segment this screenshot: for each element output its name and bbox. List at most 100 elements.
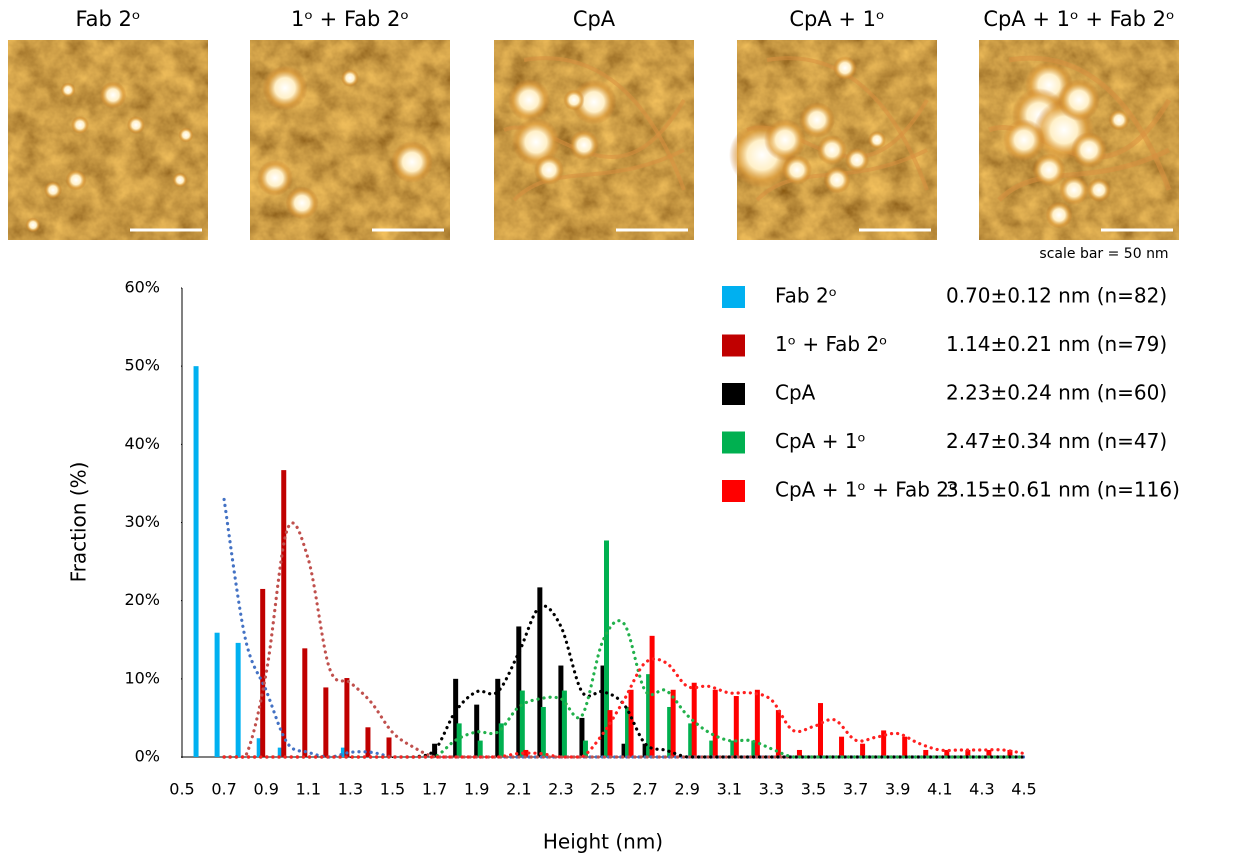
bar xyxy=(582,740,588,757)
afm-strand xyxy=(512,148,685,202)
x-tick-label: 4.5 xyxy=(1011,780,1036,799)
trendline xyxy=(222,521,1026,759)
legend-label: CpA + 1ᵒ xyxy=(775,429,866,453)
afm-particle xyxy=(99,81,127,109)
bar xyxy=(1007,749,1013,757)
afm-strand xyxy=(1008,55,1172,191)
bar xyxy=(495,678,501,757)
x-tick-label: 0.5 xyxy=(169,780,194,799)
x-tick-label: 2.1 xyxy=(506,780,531,799)
bar xyxy=(628,689,634,757)
afm-particle xyxy=(71,116,89,134)
bar xyxy=(796,749,802,757)
scale-note: scale bar = 50 nm xyxy=(1039,246,1168,262)
x-tick-label: 3.5 xyxy=(801,780,826,799)
afm-particle xyxy=(127,116,145,134)
legend-label: CpA + 1ᵒ + Fab 2ᵒ xyxy=(775,478,957,502)
afm-particle xyxy=(25,217,41,233)
bar xyxy=(600,665,606,757)
x-tick-label: 1.5 xyxy=(380,780,405,799)
bar xyxy=(881,730,887,757)
bar xyxy=(214,632,220,757)
x-tick-label: 2.7 xyxy=(632,780,657,799)
bar xyxy=(733,696,739,757)
bar xyxy=(839,736,845,757)
afm-particle xyxy=(845,148,869,172)
plot-area: 0% 10% 20% 30% 40% 50% 60% 0.5 0.7 0.9 1.1 1.3 1.5 1.… xyxy=(124,278,1179,799)
x-tick-label: 1.3 xyxy=(338,780,363,799)
afm-particle xyxy=(44,181,62,199)
x-tick-label: 0.9 xyxy=(253,780,278,799)
y-tick-label: 0% xyxy=(135,747,160,766)
bar xyxy=(642,743,648,757)
x-tick-label: 2.5 xyxy=(590,780,615,799)
bar xyxy=(688,723,694,757)
bar xyxy=(965,749,971,757)
x-tick-label: 0.7 xyxy=(211,780,236,799)
bar xyxy=(751,740,757,757)
bar xyxy=(260,588,266,757)
afm-particle xyxy=(868,131,886,149)
afm-particle xyxy=(1045,201,1073,229)
bar xyxy=(474,704,480,757)
legend-stats: 3.15±0.61 nm (n=116) xyxy=(946,478,1180,502)
afm-particle xyxy=(512,118,560,166)
bar xyxy=(453,678,459,757)
bar xyxy=(667,706,673,757)
bar xyxy=(625,706,631,757)
afm-particle xyxy=(285,186,319,220)
legend-swatch xyxy=(722,480,745,502)
afm-particle xyxy=(60,82,76,98)
bar xyxy=(456,723,462,757)
bar xyxy=(498,723,504,757)
afm-particle xyxy=(391,141,433,183)
afm-strand xyxy=(997,147,1171,202)
x-tick-label: 1.9 xyxy=(464,780,489,799)
bar xyxy=(902,736,908,757)
afm-particle xyxy=(508,79,550,121)
image-title: CpA xyxy=(573,7,616,31)
bar xyxy=(540,706,546,757)
legend-swatch xyxy=(722,286,745,308)
bar xyxy=(344,678,350,757)
afm-particle xyxy=(257,160,293,196)
x-tick-label: 3.3 xyxy=(759,780,784,799)
legend-label: CpA xyxy=(775,381,816,405)
afm-strand xyxy=(523,56,686,191)
legend-label: 1ᵒ + Fab 2ᵒ xyxy=(775,332,887,356)
bar xyxy=(775,710,781,757)
bar xyxy=(607,710,613,757)
afm-images: Fab 2ᵒ 1ᵒ + Fab 2ᵒ CpA CpA + 1ᵒ CpA + 1ᵒ + F… xyxy=(8,7,1179,240)
bar xyxy=(523,749,529,757)
afm-particle xyxy=(65,169,87,191)
afm-particle xyxy=(534,155,564,185)
x-tick-label: 4.1 xyxy=(927,780,952,799)
bar xyxy=(365,727,371,757)
bar xyxy=(277,747,283,757)
trendline xyxy=(222,497,1026,759)
bar xyxy=(386,737,392,757)
afm-particle xyxy=(782,155,812,185)
image-title: CpA + 1ᵒ + Fab 2ᵒ xyxy=(983,7,1174,31)
x-tick-label: 2.3 xyxy=(548,780,573,799)
y-tick-label: 40% xyxy=(124,434,160,453)
afm-particle xyxy=(1058,79,1100,121)
x-tick-label: 4.3 xyxy=(969,780,994,799)
bar xyxy=(558,665,564,757)
bar xyxy=(621,743,627,757)
bar xyxy=(235,642,241,757)
legend-swatch xyxy=(722,334,745,357)
y-axis-label: Fraction (%) xyxy=(67,462,91,583)
legend-stats: 1.14±0.21 nm (n=79) xyxy=(946,332,1167,356)
afm-particle xyxy=(341,69,359,87)
x-tick-label: 3.7 xyxy=(843,780,868,799)
afm-particle xyxy=(823,166,851,194)
legend-stats: 2.23±0.24 nm (n=60) xyxy=(946,381,1167,405)
afm-particle xyxy=(1087,178,1111,202)
bar xyxy=(256,738,262,757)
legend-label: Fab 2ᵒ xyxy=(775,284,837,308)
afm-particle xyxy=(1003,119,1045,161)
bar xyxy=(340,747,346,757)
afm-particle xyxy=(764,119,806,161)
